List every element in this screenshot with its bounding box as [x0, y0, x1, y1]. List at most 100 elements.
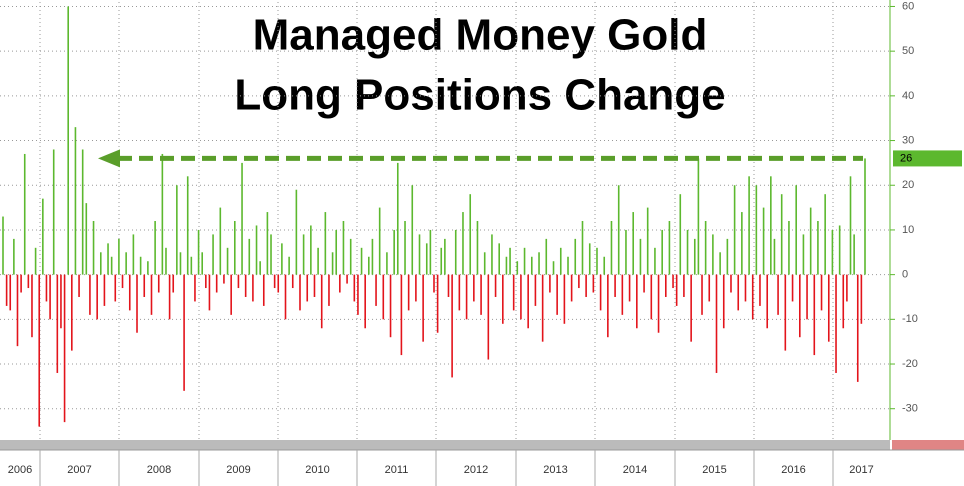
bar [679, 194, 682, 275]
bar [614, 274, 616, 297]
bar [516, 261, 519, 275]
bar [284, 274, 287, 320]
x-tick-label: 2017 [849, 464, 873, 476]
arrow-head [98, 149, 120, 168]
bar [252, 274, 254, 302]
bar [704, 221, 707, 275]
bar [686, 229, 689, 275]
bar [422, 274, 424, 342]
x-tick-label: 2012 [464, 464, 488, 476]
bar [773, 238, 776, 275]
bar [85, 203, 88, 275]
bar [860, 274, 863, 324]
bar [494, 274, 497, 297]
bar [38, 274, 41, 427]
bar [824, 194, 826, 275]
bar [288, 256, 290, 275]
bar [780, 194, 783, 275]
bar [483, 252, 486, 275]
bar [143, 274, 146, 297]
bar [215, 274, 218, 293]
bar [675, 274, 678, 306]
bar [96, 274, 98, 320]
bar [20, 274, 22, 293]
bar [60, 274, 62, 329]
bar [349, 238, 352, 275]
bar [643, 274, 645, 293]
bar [447, 274, 450, 297]
bar [654, 247, 656, 275]
bar [520, 274, 522, 320]
bar [469, 194, 472, 275]
bar [81, 149, 84, 275]
bar [784, 274, 787, 351]
y-tick-label: 50 [902, 45, 914, 57]
bar [751, 274, 754, 320]
bar [473, 274, 475, 302]
bar [273, 274, 276, 289]
x-tick-label: 2008 [147, 464, 171, 476]
x-tick-label: 2014 [623, 464, 647, 476]
bar [404, 221, 406, 275]
bar [2, 216, 4, 275]
bar [462, 212, 464, 275]
bar [788, 221, 790, 275]
bar [313, 274, 316, 297]
bar [42, 198, 44, 275]
bar [139, 256, 142, 275]
bar [154, 221, 156, 275]
bar [549, 274, 551, 293]
x-tick-label: 2011 [385, 464, 409, 476]
bar [270, 234, 272, 275]
bar [831, 229, 834, 275]
bar [295, 189, 298, 275]
bar [617, 185, 620, 275]
bar [849, 176, 852, 275]
bar [759, 274, 761, 306]
bar [480, 274, 482, 315]
bar [502, 274, 504, 324]
bar [741, 212, 743, 275]
bar [331, 252, 334, 275]
bar [197, 229, 200, 275]
bar [183, 274, 185, 391]
bar [650, 274, 653, 320]
bar [440, 247, 443, 275]
bar [567, 256, 569, 275]
bar [396, 162, 399, 275]
bar [744, 274, 747, 302]
bar [827, 274, 830, 342]
bar [856, 274, 859, 382]
scroll-band [0, 440, 890, 450]
bar [357, 274, 359, 315]
y-tick-label: 30 [902, 134, 914, 146]
bar [237, 274, 240, 289]
bar [67, 6, 69, 275]
bar [52, 149, 55, 275]
bar [530, 256, 533, 275]
bar [34, 247, 37, 275]
bar [407, 274, 410, 311]
bar [853, 234, 855, 275]
y-tick-label: 20 [902, 179, 914, 191]
bar [726, 238, 729, 275]
bar [266, 212, 269, 275]
bar [136, 274, 138, 333]
bar [672, 274, 674, 289]
bar [205, 274, 207, 289]
bar [45, 274, 48, 302]
bar [368, 256, 370, 275]
bar [444, 238, 446, 275]
bar [219, 207, 222, 275]
bar [777, 274, 779, 315]
bar [664, 274, 667, 297]
bar [802, 234, 805, 275]
bar [762, 207, 765, 275]
bar [770, 176, 772, 275]
bar [400, 274, 403, 356]
bar [194, 274, 196, 302]
bar [89, 274, 91, 315]
bar [161, 153, 164, 275]
bar [465, 274, 468, 320]
bar [346, 274, 348, 284]
